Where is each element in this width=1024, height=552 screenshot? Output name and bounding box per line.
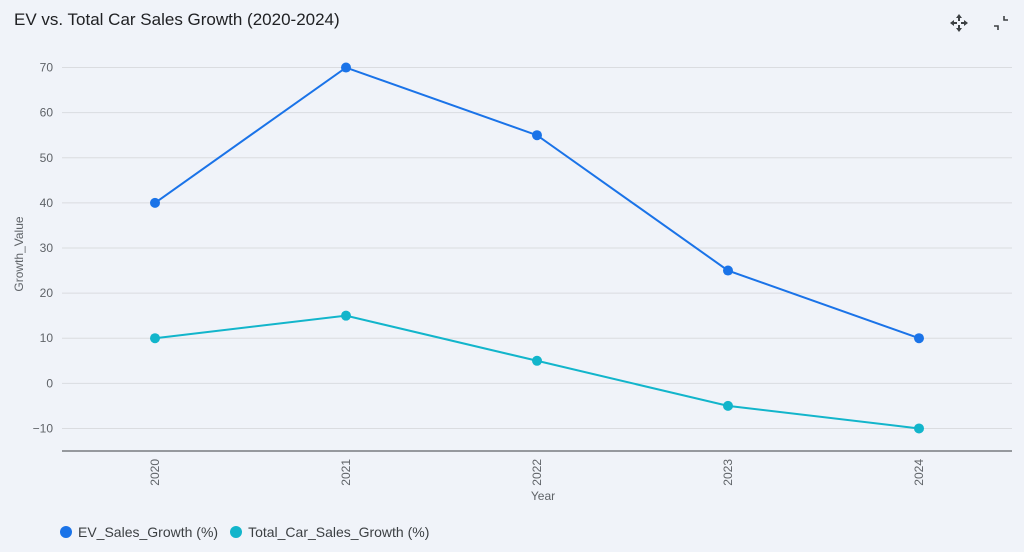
legend-item[interactable]: EV_Sales_Growth (%) (60, 524, 218, 540)
y-tick-label: 10 (40, 331, 54, 345)
x-tick-label: 2023 (721, 459, 735, 486)
legend-marker (230, 526, 243, 538)
y-tick-label: 60 (40, 106, 54, 120)
data-point (150, 197, 160, 208)
data-point (150, 333, 160, 344)
collapse-icon[interactable] (990, 12, 1012, 34)
chart-toolbar (948, 12, 1012, 34)
x-tick-label: 2024 (912, 459, 926, 486)
legend-label: EV_Sales_Growth (%) (78, 524, 219, 540)
data-point (723, 265, 733, 276)
data-point (723, 400, 733, 411)
y-tick-label: 50 (40, 151, 54, 165)
chart-title: EV vs. Total Car Sales Growth (2020-2024… (14, 10, 340, 29)
x-tick-label: 2022 (530, 459, 544, 486)
line-chart: 70 60 50 40 30 20 10 0 −10 2020 2021 2022 2023 2024 Ye… (12, 61, 1012, 503)
data-point (532, 130, 542, 141)
y-tick-label: 40 (40, 196, 54, 210)
move-icon[interactable] (948, 12, 970, 34)
y-axis-label: Growth_Value (12, 216, 26, 291)
x-tick-label: 2021 (339, 459, 353, 486)
x-axis-label: Year (531, 489, 555, 503)
y-tick-label: 70 (40, 61, 54, 75)
legend-marker (60, 526, 72, 538)
y-tick-label: −10 (33, 421, 54, 435)
chart-legend: EV_Sales_Growth (%) Total_Car_Sales_Growt… (60, 524, 429, 540)
data-point (341, 310, 351, 321)
series-line (154, 314, 920, 430)
data-point (914, 333, 924, 344)
y-tick-label: 0 (46, 376, 53, 390)
legend-label: Total_Car_Sales_Growth (%) (248, 524, 430, 540)
data-point (914, 423, 924, 434)
y-tick-label: 30 (40, 241, 54, 255)
data-point (532, 355, 542, 366)
data-point (341, 62, 351, 73)
legend-item[interactable]: Total_Car_Sales_Growth (%) (230, 524, 429, 540)
x-tick-label: 2020 (148, 459, 162, 486)
y-tick-label: 20 (40, 286, 54, 300)
